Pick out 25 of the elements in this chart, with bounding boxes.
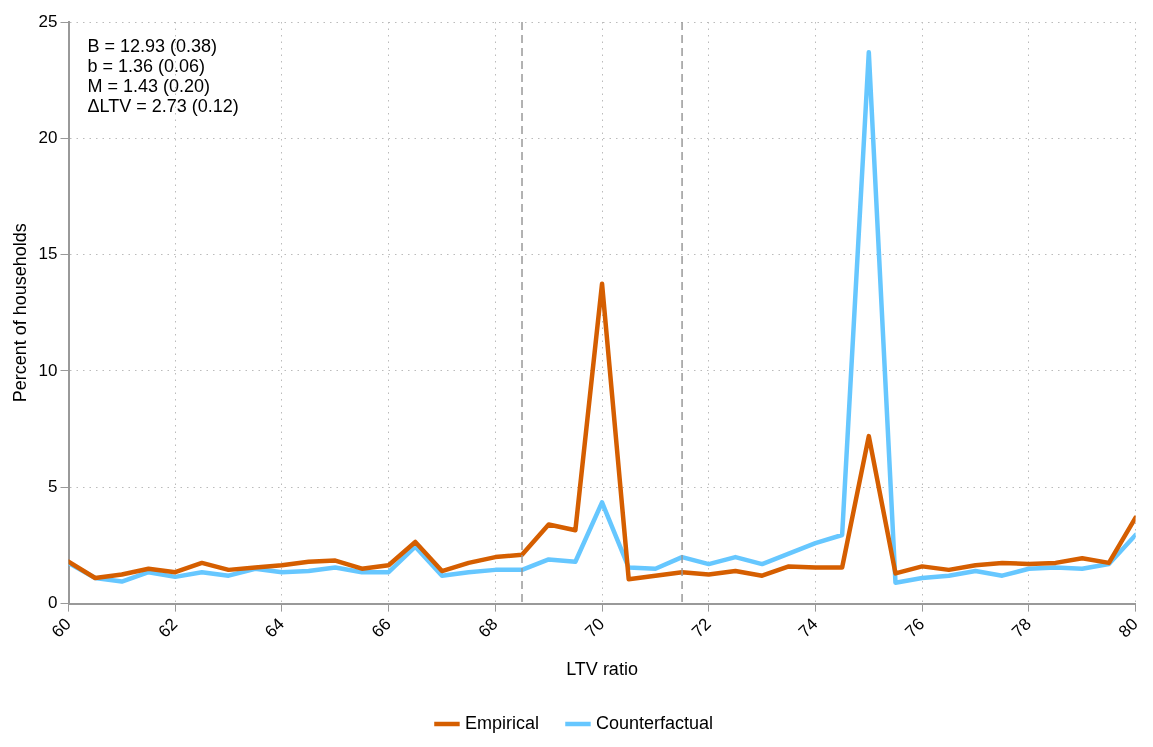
legend-label: Empirical — [464, 712, 539, 733]
x-tick-label: 64 — [261, 614, 289, 642]
x-tick-label: 66 — [367, 614, 395, 642]
y-tick-label: 0 — [48, 593, 58, 613]
legend-label: Counterfactual — [595, 712, 714, 733]
y-tick-label: 10 — [38, 360, 58, 380]
y-axis-title: Percent of households — [9, 223, 30, 403]
annotation: b = 1.36 (0.06) — [87, 55, 206, 76]
x-tick-label: 76 — [901, 614, 929, 642]
y-tick-label: 20 — [38, 128, 58, 148]
x-tick-label: 68 — [474, 614, 502, 642]
x-tick-label: 74 — [794, 614, 822, 642]
x-tick-label: 72 — [688, 614, 715, 642]
x-tick-label: 60 — [47, 614, 75, 642]
x-axis-title: LTV ratio — [566, 659, 638, 680]
y-tick-label: 5 — [48, 476, 58, 496]
x-tick-label: 78 — [1008, 614, 1036, 642]
y-tick-label: 15 — [38, 244, 58, 264]
x-tick-label: 62 — [154, 614, 182, 642]
annotation: M = 1.43 (0.20) — [87, 75, 211, 96]
annotation: ΔLTV = 2.73 (0.12) — [87, 95, 239, 116]
annotation: B = 12.93 (0.38) — [87, 35, 218, 56]
x-tick-label: 80 — [1114, 614, 1142, 642]
x-tick-label: 70 — [581, 614, 609, 642]
y-tick-label: 25 — [38, 11, 58, 31]
